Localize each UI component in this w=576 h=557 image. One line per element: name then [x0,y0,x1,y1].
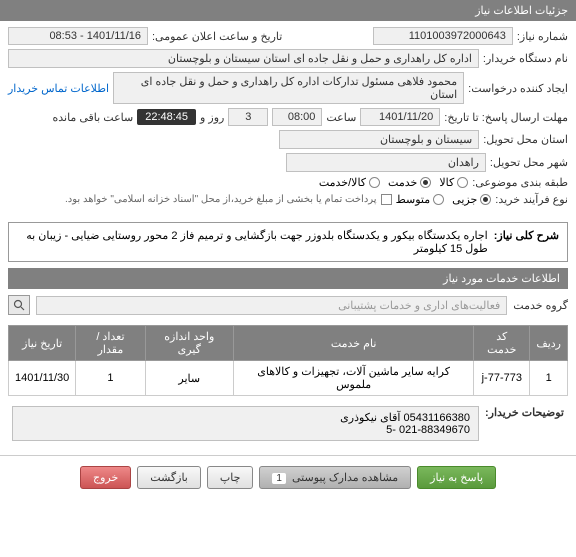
checkbox-payment[interactable] [381,194,392,205]
th-date: تاریخ نیاز [9,326,76,361]
buyer-notes-label: توضیحات خریدار: [485,406,564,419]
radio-goods-service[interactable]: کالا/خدمت [319,176,380,189]
search-row: گروه خدمت فعالیت‌های اداری و خدمات پشتیب… [0,289,576,321]
need-number-label: شماره نیاز: [517,30,568,43]
row-province: استان محل تحویل: سیستان و بلوچستان [8,130,568,149]
radio-icon [369,177,380,188]
th-row: ردیف [530,326,568,361]
days-label: روز و [200,111,224,124]
attachments-label: مشاهده مدارک پیوستی [292,472,398,484]
search-icon [13,299,25,311]
remaining-label: ساعت باقی مانده [52,111,133,124]
th-unit: واحد اندازه گیری [145,326,233,361]
radio-goods[interactable]: کالا [439,176,468,189]
td-name: کرایه سایر ماشین آلات، تجهیزات و کالاهای… [233,361,473,396]
row-requester: ایجاد کننده درخواست: محمود فلاهی مسئول ت… [8,72,568,104]
days-count-value: 3 [228,108,268,126]
radio-icon [420,177,431,188]
radio-icon [457,177,468,188]
td-qty: 1 [76,361,145,396]
td-row: 1 [530,361,568,396]
search-button[interactable] [8,295,30,315]
row-need-number: شماره نیاز: 1101003972000643 تاریخ و ساع… [8,27,568,45]
buyer-notes-text: 05431166380 آقای نیکوذری 021-88349670 -5 [12,406,479,441]
page-title: جزئیات اطلاعات نیاز [475,5,568,17]
announce-datetime-label: تاریخ و ساعت اعلان عمومی: [152,30,282,43]
need-number-value: 1101003972000643 [373,27,513,45]
description-label: شرح کلی نیاز: [494,229,559,242]
page-header: جزئیات اطلاعات نیاز [0,0,576,21]
th-qty: تعداد / مقدار [76,326,145,361]
radio-icon [480,194,491,205]
buyer-notes-row: توضیحات خریدار: 05431166380 آقای نیکوذری… [0,400,576,447]
province-value: سیستان و بلوچستان [279,130,479,149]
deadline-label: مهلت ارسال پاسخ: تا تاریخ: [444,111,568,124]
td-unit: سایر [145,361,233,396]
radio-service-label: خدمت [388,176,417,189]
radio-goods-label: کالا [439,176,454,189]
deadline-time-value: 08:00 [272,108,322,126]
row-buyer-org: نام دستگاه خریدار: اداره کل راهداری و حم… [8,49,568,68]
back-button[interactable]: بازگشت [137,466,201,489]
row-subject-type: طبقه بندی موضوعی: کالا خدمت کالا/خدمت [8,176,568,189]
city-label: شهر محل تحویل: [490,156,568,169]
description-text: اجاره یکدستگاه بیکور و یکدستگاه بلدوزر ج… [17,229,488,255]
radio-partial-label: جزیی [452,193,477,206]
process-note: پرداخت تمام یا بخشی از مبلغ خرید،از محل … [65,194,377,205]
radio-icon [433,194,444,205]
requester-value: محمود فلاهی مسئول تدارکات اداره کل راهدا… [113,72,464,104]
radio-medium-label: متوسط [396,193,431,206]
table-row[interactable]: 1 j-77-773 کرایه سایر ماشین آلات، تجهیزا… [9,361,568,396]
remaining-time-value: 22:48:45 [137,109,196,125]
td-code: j-77-773 [474,361,530,396]
radio-goods-service-label: کالا/خدمت [319,176,366,189]
services-header: اطلاعات خدمات مورد نیاز [8,268,568,289]
deadline-date-value: 1401/11/20 [360,108,440,126]
buyer-org-label: نام دستگاه خریدار: [483,52,568,65]
print-button[interactable]: چاپ [207,466,254,489]
search-label: گروه خدمت [513,299,568,312]
respond-button[interactable]: پاسخ به نیاز [417,466,496,489]
attachments-button[interactable]: مشاهده مدارک پیوستی 1 [259,466,411,489]
city-value: راهدان [286,153,486,172]
process-type-label: نوع فرآیند خرید: [495,193,568,206]
table-header-row: ردیف کد خدمت نام خدمت واحد اندازه گیری ت… [9,326,568,361]
deadline-time-label: ساعت [326,111,356,124]
search-input[interactable]: فعالیت‌های اداری و خدمات پشتیبانی [36,296,507,315]
row-deadline: مهلت ارسال پاسخ: تا تاریخ: 1401/11/20 سا… [8,108,568,126]
exit-button[interactable]: خروج [80,466,131,489]
attachments-badge: 1 [272,473,286,484]
requester-label: ایجاد کننده درخواست: [468,82,568,95]
th-code: کد خدمت [474,326,530,361]
province-label: استان محل تحویل: [483,133,568,146]
subject-type-label: طبقه بندی موضوعی: [472,176,568,189]
subject-type-group: کالا خدمت کالا/خدمت [319,176,468,189]
row-process-type: نوع فرآیند خرید: جزیی متوسط پرداخت تمام … [8,193,568,206]
radio-service[interactable]: خدمت [388,176,431,189]
td-date: 1401/11/30 [9,361,76,396]
description-box: شرح کلی نیاز: اجاره یکدستگاه بیکور و یکد… [8,222,568,262]
bottom-toolbar: پاسخ به نیاز مشاهده مدارک پیوستی 1 چاپ ب… [0,455,576,499]
announce-datetime-value: 1401/11/16 - 08:53 [8,27,148,45]
th-name: نام خدمت [233,326,473,361]
form-section: شماره نیاز: 1101003972000643 تاریخ و ساع… [0,21,576,216]
contact-info-link[interactable]: اطلاعات تماس خریدار [8,82,109,95]
process-type-group: جزیی متوسط [396,193,492,206]
services-table: ردیف کد خدمت نام خدمت واحد اندازه گیری ت… [8,325,568,396]
radio-medium[interactable]: متوسط [396,193,445,206]
row-city: شهر محل تحویل: راهدان [8,153,568,172]
buyer-org-value: اداره کل راهداری و حمل و نقل جاده ای است… [8,49,479,68]
radio-partial[interactable]: جزیی [452,193,491,206]
